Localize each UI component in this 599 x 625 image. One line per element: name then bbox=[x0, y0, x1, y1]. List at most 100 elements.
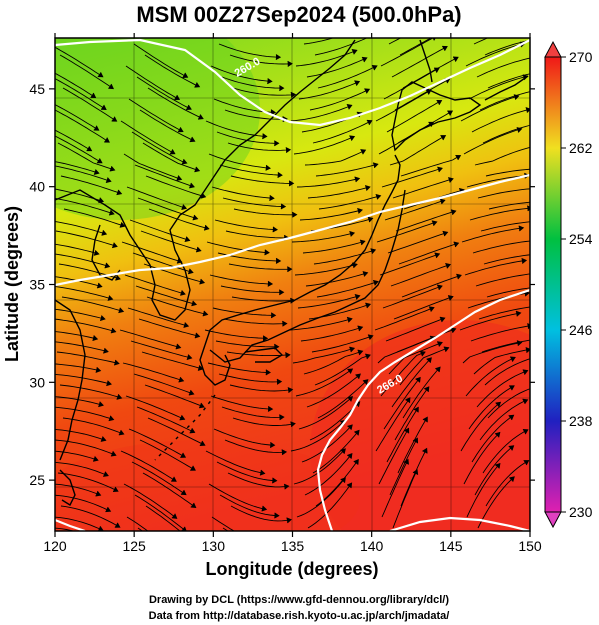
streamline-arrowhead bbox=[175, 343, 182, 350]
streamline bbox=[63, 208, 125, 227]
colorbar-tick-label: 270 bbox=[569, 49, 593, 65]
streamline-arrowhead bbox=[194, 82, 201, 88]
streamline bbox=[466, 463, 501, 518]
streamline bbox=[233, 208, 297, 216]
streamline bbox=[469, 207, 530, 221]
streamline bbox=[219, 494, 279, 517]
streamline-arrowhead bbox=[372, 162, 379, 169]
streamline-arrowhead bbox=[529, 238, 530, 239]
streamline bbox=[312, 120, 372, 144]
streamline bbox=[128, 428, 186, 458]
streamline-arrowhead bbox=[174, 94, 181, 101]
streamline bbox=[311, 335, 373, 353]
streamline bbox=[55, 516, 104, 531]
streamline-arrowhead bbox=[176, 258, 183, 264]
streamline bbox=[468, 75, 528, 100]
streamline bbox=[303, 350, 363, 375]
streamline-arrowhead bbox=[101, 230, 108, 236]
streamline-arrowhead bbox=[199, 440, 206, 447]
streamline-arrowhead bbox=[359, 239, 366, 246]
map-title: MSM 00Z27Sep2024 (500.0hPa) bbox=[136, 2, 461, 27]
streamline bbox=[479, 399, 528, 441]
streamline bbox=[465, 42, 525, 67]
y-axis-ticks: 25 30 35 40 45 bbox=[29, 81, 535, 488]
streamline-arrowhead bbox=[267, 78, 273, 85]
streamline bbox=[394, 386, 430, 441]
warm-region-south bbox=[55, 440, 360, 531]
streamline bbox=[120, 450, 177, 482]
streamline bbox=[62, 417, 124, 435]
streamline-arrowhead bbox=[203, 224, 210, 231]
streamline-arrowhead bbox=[285, 147, 292, 153]
streamline bbox=[314, 354, 371, 386]
streamline bbox=[206, 241, 270, 254]
streamline bbox=[123, 483, 177, 519]
streamline-arrowhead bbox=[181, 158, 188, 165]
streamline-arrowhead bbox=[191, 300, 198, 307]
streamline-arrowhead bbox=[116, 189, 123, 196]
streamline bbox=[123, 153, 182, 180]
streamline-arrowhead bbox=[403, 427, 410, 434]
streamline-arrowhead bbox=[194, 166, 201, 173]
streamline-arrowhead bbox=[347, 396, 354, 402]
streamline-arrowhead bbox=[291, 211, 298, 218]
coast-taiwan bbox=[59, 469, 76, 507]
streamline-arrowhead bbox=[436, 99, 443, 106]
streamline-arrowhead bbox=[95, 366, 102, 373]
streamline bbox=[395, 210, 456, 232]
streamline bbox=[461, 227, 524, 243]
streamline-arrowhead bbox=[110, 327, 117, 334]
streamline-arrowhead bbox=[435, 366, 441, 373]
streamline bbox=[55, 341, 109, 353]
coast-sakhalin bbox=[419, 39, 433, 83]
streamline bbox=[470, 325, 530, 342]
streamline bbox=[137, 197, 198, 220]
streamline bbox=[380, 38, 434, 67]
streamline-arrowhead bbox=[375, 193, 382, 200]
streamline-arrowhead bbox=[515, 310, 522, 317]
streamline-arrowhead bbox=[355, 373, 361, 380]
streamline bbox=[223, 318, 287, 325]
colorbar-min-arrow bbox=[544, 511, 562, 529]
streamline bbox=[134, 494, 187, 531]
streamline-arrowhead bbox=[508, 445, 515, 451]
streamline-arrowhead bbox=[267, 406, 274, 412]
streamline-arrowhead bbox=[93, 250, 100, 256]
streamline bbox=[141, 351, 203, 370]
streamline bbox=[389, 438, 418, 496]
streamline bbox=[55, 527, 76, 531]
streamline bbox=[215, 340, 279, 348]
streamline bbox=[212, 307, 276, 316]
streamline bbox=[399, 38, 432, 56]
streamline bbox=[55, 429, 106, 441]
streamline-arrowhead bbox=[108, 83, 115, 90]
streamline bbox=[307, 482, 352, 529]
streamline bbox=[465, 356, 516, 397]
streamline-arrowhead bbox=[92, 456, 99, 462]
streamline-arrowhead bbox=[281, 449, 288, 456]
streamline bbox=[389, 135, 446, 166]
streamline-arrowhead bbox=[433, 67, 440, 73]
x-axis-ticks: 120 125 130 135 140 145 150 bbox=[43, 33, 542, 554]
streamline bbox=[55, 483, 101, 496]
streamline-arrowhead bbox=[516, 340, 523, 347]
streamline bbox=[218, 43, 281, 58]
streamline-arrowhead bbox=[533, 271, 538, 276]
streamline bbox=[57, 472, 119, 492]
streamline bbox=[312, 430, 360, 474]
streamline bbox=[55, 135, 103, 164]
x-tick-label: 135 bbox=[281, 538, 305, 554]
streamline-arrowhead bbox=[265, 369, 271, 376]
streamline-arrowhead bbox=[530, 145, 535, 150]
streamline bbox=[473, 348, 530, 375]
streamline-arrowhead bbox=[111, 116, 118, 122]
streamline-arrowhead bbox=[108, 415, 115, 422]
streamline bbox=[374, 307, 435, 331]
streamline bbox=[59, 54, 114, 89]
streamline bbox=[306, 373, 361, 408]
streamline bbox=[228, 263, 292, 270]
streamline bbox=[55, 165, 111, 182]
streamline-arrowhead bbox=[180, 290, 186, 296]
streamline-arrowhead bbox=[190, 502, 197, 509]
streamline bbox=[301, 424, 353, 463]
